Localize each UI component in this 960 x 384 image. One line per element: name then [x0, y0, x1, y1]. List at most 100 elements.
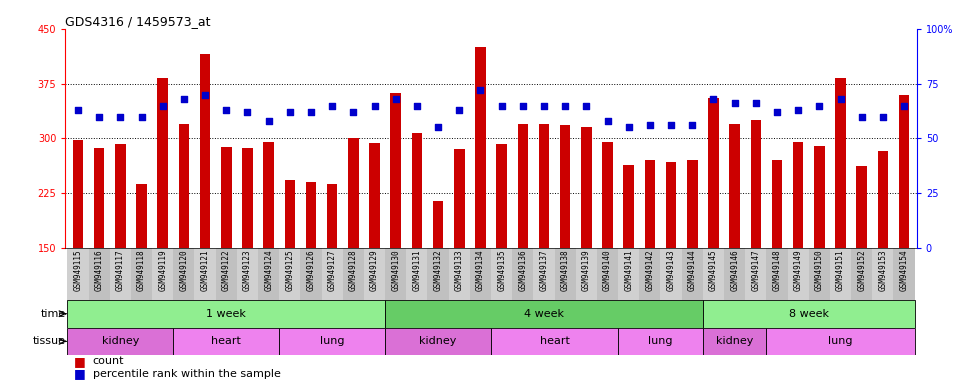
Text: GSM949121: GSM949121	[201, 250, 209, 291]
Bar	[513, 248, 534, 300]
Bar	[88, 248, 109, 300]
Bar	[772, 161, 782, 248]
Bar	[877, 151, 888, 248]
Point	[642, 122, 658, 128]
Bar	[730, 124, 740, 248]
Text: GSM949116: GSM949116	[95, 250, 104, 291]
Text: GSM949152: GSM949152	[857, 250, 866, 291]
Bar	[221, 147, 231, 248]
Bar	[496, 144, 507, 248]
Bar	[899, 94, 909, 248]
Text: GSM949144: GSM949144	[687, 250, 697, 291]
Text: GSM949142: GSM949142	[645, 250, 655, 291]
Point	[409, 103, 424, 109]
Bar	[136, 184, 147, 248]
Text: GSM949115: GSM949115	[74, 250, 83, 291]
Bar	[152, 248, 174, 300]
Bar	[618, 328, 703, 355]
Text: GSM949124: GSM949124	[264, 250, 274, 291]
Text: GSM949138: GSM949138	[561, 250, 569, 291]
Point	[112, 113, 128, 119]
Bar	[305, 182, 316, 248]
Bar	[200, 55, 210, 248]
Text: GSM949133: GSM949133	[455, 250, 464, 291]
Bar	[174, 328, 279, 355]
Bar	[67, 328, 174, 355]
Text: GSM949149: GSM949149	[794, 250, 803, 291]
Bar	[385, 328, 492, 355]
Text: GSM949146: GSM949146	[731, 250, 739, 291]
Point	[451, 107, 467, 113]
Bar	[687, 161, 698, 248]
Text: GSM949134: GSM949134	[476, 250, 485, 291]
Point	[133, 113, 149, 119]
Bar	[492, 328, 618, 355]
Text: GSM949145: GSM949145	[708, 250, 718, 291]
Bar	[751, 120, 761, 248]
Bar	[602, 142, 612, 248]
Point	[430, 124, 445, 131]
Bar	[115, 144, 126, 248]
Bar	[745, 248, 766, 300]
Text: GDS4316 / 1459573_at: GDS4316 / 1459573_at	[65, 15, 211, 28]
Bar	[703, 248, 724, 300]
Bar	[258, 248, 279, 300]
Text: GSM949153: GSM949153	[878, 250, 887, 291]
Bar	[766, 328, 915, 355]
Bar	[703, 328, 766, 355]
Bar	[808, 248, 830, 300]
Text: 8 week: 8 week	[789, 309, 828, 319]
Text: GSM949129: GSM949129	[370, 250, 379, 291]
Bar	[279, 248, 300, 300]
Bar	[724, 248, 745, 300]
Point	[367, 103, 382, 109]
Bar	[639, 248, 660, 300]
Point	[261, 118, 276, 124]
Text: GSM949139: GSM949139	[582, 250, 590, 291]
Bar	[433, 200, 444, 248]
Text: ■: ■	[74, 367, 85, 381]
Point	[324, 103, 340, 109]
Text: GSM949140: GSM949140	[603, 250, 612, 291]
Text: kidney: kidney	[102, 336, 139, 346]
Bar	[448, 248, 469, 300]
Point	[790, 107, 805, 113]
Text: GSM949154: GSM949154	[900, 250, 908, 291]
Point	[516, 103, 531, 109]
Bar	[195, 248, 216, 300]
Bar	[263, 142, 274, 248]
Text: GSM949136: GSM949136	[518, 250, 527, 291]
Bar	[475, 47, 486, 248]
Bar	[406, 248, 427, 300]
Text: heart: heart	[540, 336, 569, 346]
Point	[833, 96, 849, 102]
Text: kidney: kidney	[716, 336, 754, 346]
Bar	[385, 248, 406, 300]
Text: GSM949132: GSM949132	[434, 250, 443, 291]
Text: lung: lung	[828, 336, 852, 346]
Point	[346, 109, 361, 115]
Bar	[300, 248, 322, 300]
Point	[198, 91, 213, 98]
Bar	[894, 248, 915, 300]
Bar	[326, 184, 338, 248]
Bar	[539, 124, 549, 248]
Bar	[492, 248, 513, 300]
Text: GSM949151: GSM949151	[836, 250, 845, 291]
Text: GSM949127: GSM949127	[327, 250, 337, 291]
Point	[303, 109, 319, 115]
Bar	[644, 161, 656, 248]
Text: GSM949137: GSM949137	[540, 250, 548, 291]
Bar	[534, 248, 555, 300]
Point	[91, 113, 107, 119]
Bar	[703, 300, 915, 328]
Text: lung: lung	[320, 336, 345, 346]
Point	[177, 96, 192, 102]
Point	[706, 96, 721, 102]
Text: GSM949123: GSM949123	[243, 250, 252, 291]
Bar	[560, 125, 570, 248]
Point	[155, 103, 170, 109]
Text: kidney: kidney	[420, 336, 457, 346]
Bar	[94, 148, 105, 248]
Text: GSM949131: GSM949131	[413, 250, 421, 291]
